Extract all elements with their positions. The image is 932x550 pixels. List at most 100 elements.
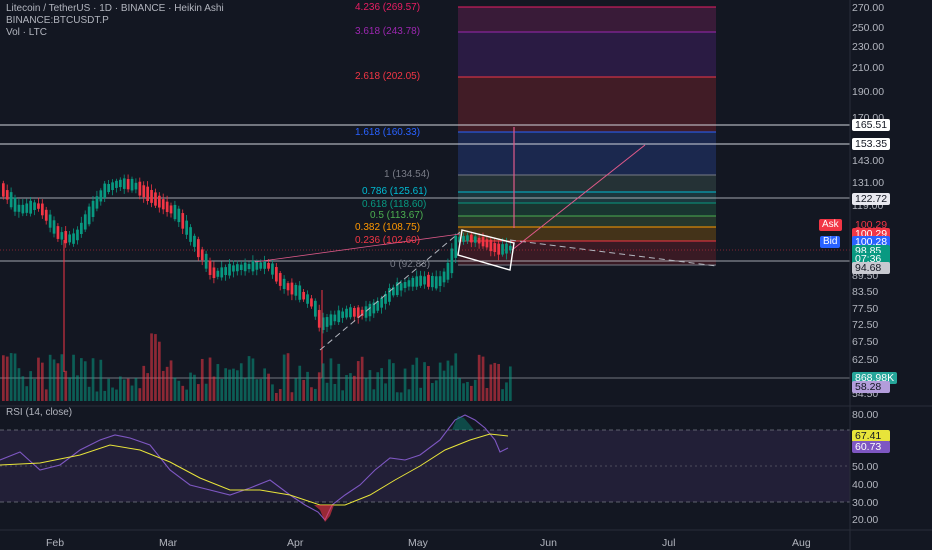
volume-bar bbox=[158, 341, 161, 401]
candle bbox=[185, 220, 188, 235]
rsi-axis-tick: 80.00 bbox=[852, 409, 879, 421]
candle bbox=[165, 201, 169, 213]
fib-label: 0.382 (108.75) bbox=[355, 222, 421, 233]
volume-bar bbox=[99, 359, 103, 401]
volume-bar bbox=[368, 370, 372, 401]
volume-bar bbox=[462, 383, 465, 401]
candle bbox=[41, 203, 44, 216]
volume-bar bbox=[5, 356, 9, 401]
trendline-dashed[interactable] bbox=[319, 231, 461, 351]
volume-bar bbox=[271, 384, 274, 401]
candle bbox=[146, 186, 149, 202]
volume-bar bbox=[138, 388, 142, 401]
candle bbox=[392, 287, 395, 296]
hline-price-tag[interactable]: 122.72 bbox=[852, 193, 891, 205]
candle bbox=[25, 203, 29, 213]
volume-bar bbox=[356, 361, 360, 401]
candle bbox=[126, 179, 130, 190]
rsi-label: RSI (14, close) bbox=[6, 407, 73, 418]
volume-bar bbox=[216, 364, 220, 401]
candle bbox=[13, 197, 17, 212]
fib-zone bbox=[458, 7, 716, 32]
volume-bar bbox=[80, 358, 83, 401]
candle bbox=[158, 195, 161, 208]
volume-bar bbox=[239, 363, 243, 401]
volume-bar bbox=[150, 333, 153, 401]
volume-bar bbox=[212, 376, 216, 401]
candle bbox=[450, 248, 454, 274]
candle bbox=[189, 227, 192, 242]
candle bbox=[376, 300, 380, 311]
time-axis-tick: Feb bbox=[46, 537, 65, 549]
volume-bar bbox=[130, 385, 134, 401]
candle bbox=[236, 264, 239, 272]
volume-bar bbox=[497, 363, 500, 401]
volume-bar bbox=[501, 389, 504, 401]
price-axis-tick: 250.00 bbox=[852, 22, 885, 34]
volume-bar bbox=[306, 371, 309, 401]
volume-bar bbox=[419, 387, 422, 401]
candle bbox=[48, 214, 52, 228]
fib-zone bbox=[458, 203, 716, 216]
volume-bar bbox=[251, 358, 255, 401]
candle bbox=[364, 306, 368, 318]
candle bbox=[243, 262, 247, 272]
volume-bar bbox=[64, 370, 68, 401]
volume-bar bbox=[395, 392, 399, 401]
flag-pattern[interactable] bbox=[457, 229, 515, 271]
volume-bar bbox=[481, 356, 485, 401]
candle bbox=[173, 204, 177, 220]
candle bbox=[271, 263, 274, 275]
volume-bar bbox=[33, 378, 36, 401]
candle bbox=[438, 276, 442, 287]
candle bbox=[95, 196, 99, 209]
volume-bar bbox=[341, 390, 344, 401]
fib-label: 1 (134.54) bbox=[384, 169, 430, 180]
trendline-dashed[interactable] bbox=[509, 239, 717, 267]
candle bbox=[341, 311, 344, 318]
candle bbox=[87, 206, 91, 225]
volume-bar bbox=[154, 334, 157, 401]
volume-bar bbox=[466, 381, 469, 401]
fib-label: 0.236 (102.60) bbox=[355, 235, 421, 246]
fib-label: 0.786 (125.61) bbox=[362, 186, 428, 197]
candle bbox=[329, 314, 333, 326]
price-tag: 94.68 bbox=[852, 262, 890, 274]
hline-price-tag[interactable]: 165.51 bbox=[852, 119, 891, 131]
fib-retracement[interactable] bbox=[458, 6, 716, 266]
volume-bar bbox=[431, 383, 434, 401]
projection-line[interactable] bbox=[511, 144, 646, 251]
volume-bar bbox=[83, 361, 87, 401]
volume-bar bbox=[302, 379, 305, 401]
hline-price-tag[interactable]: 153.35 bbox=[852, 138, 891, 150]
candle bbox=[275, 267, 278, 282]
candle bbox=[399, 283, 403, 291]
candle bbox=[150, 189, 153, 203]
fib-zone bbox=[458, 227, 716, 241]
volume-bar bbox=[37, 357, 40, 401]
rsi-overbought-fill bbox=[452, 416, 474, 430]
volume-bar bbox=[122, 379, 126, 401]
candle bbox=[193, 235, 196, 247]
candle bbox=[314, 300, 317, 317]
volume-bar bbox=[434, 380, 438, 401]
candle bbox=[290, 282, 294, 295]
candle bbox=[317, 310, 321, 328]
candle bbox=[177, 208, 181, 223]
candle bbox=[337, 310, 341, 323]
candle bbox=[212, 267, 216, 279]
volume-bar bbox=[442, 370, 446, 401]
time-axis-tick: Mar bbox=[159, 537, 178, 549]
volume-bar bbox=[247, 356, 251, 401]
trendline[interactable] bbox=[254, 233, 461, 263]
volume-bar bbox=[142, 365, 146, 401]
volume-bar bbox=[399, 392, 403, 401]
candle bbox=[419, 275, 422, 286]
candle bbox=[204, 253, 208, 269]
volume-bar bbox=[228, 369, 231, 401]
fib-label: 1.618 (160.33) bbox=[355, 127, 421, 138]
volume-bar bbox=[9, 353, 13, 401]
fib-label: 3.618 (243.78) bbox=[355, 26, 421, 37]
volume-bar bbox=[294, 378, 298, 401]
